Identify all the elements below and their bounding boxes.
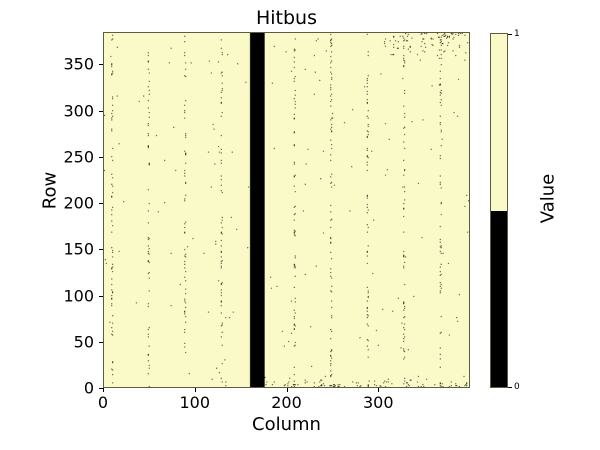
- page-title: Hitbus: [255, 7, 318, 29]
- y-tick-mark: [99, 341, 103, 343]
- colorbar-tick-mark-top: [508, 34, 512, 35]
- colorbar-label: Value: [537, 173, 559, 224]
- x-tick-mark: [378, 388, 380, 392]
- y-tick-label: 200: [63, 193, 94, 213]
- y-tick-label: 300: [63, 101, 94, 121]
- y-tick-mark: [99, 388, 103, 389]
- heatmap-plot-area[interactable]: [103, 32, 470, 388]
- heatmap-image: [104, 33, 469, 387]
- y-tick-mark: [99, 110, 103, 112]
- colorbar-tick-mark-bottom: [508, 387, 512, 388]
- y-tick-label: 0: [83, 378, 94, 398]
- x-tick-label: 200: [271, 393, 302, 412]
- colorbar-high-swatch: [491, 34, 507, 212]
- y-tick-mark: [99, 64, 103, 66]
- y-tick-label: 150: [63, 239, 94, 259]
- y-tick-mark: [99, 156, 103, 158]
- x-tick-label: 100: [179, 393, 211, 412]
- colorbar-tick-label-top: 1: [514, 29, 520, 39]
- x-tick-mark: [194, 388, 196, 392]
- x-tick-label: 0: [97, 393, 109, 412]
- y-axis-label: Row: [39, 171, 61, 210]
- x-tick-label: 300: [362, 393, 394, 412]
- colorbar[interactable]: [490, 33, 508, 388]
- y-tick-mark: [99, 295, 103, 297]
- y-tick-mark: [99, 249, 103, 251]
- y-tick-label: 350: [63, 54, 94, 74]
- x-tick-mark: [286, 388, 288, 392]
- y-tick-label: 250: [63, 147, 94, 167]
- x-axis-label: Column: [252, 414, 321, 435]
- y-tick-label: 50: [73, 332, 94, 352]
- y-tick-label: 100: [63, 286, 94, 306]
- colorbar-tick-label-bottom: 0: [514, 382, 520, 392]
- y-tick-mark: [99, 203, 103, 205]
- x-tick-mark: [103, 388, 104, 392]
- colorbar-low-swatch: [491, 211, 507, 387]
